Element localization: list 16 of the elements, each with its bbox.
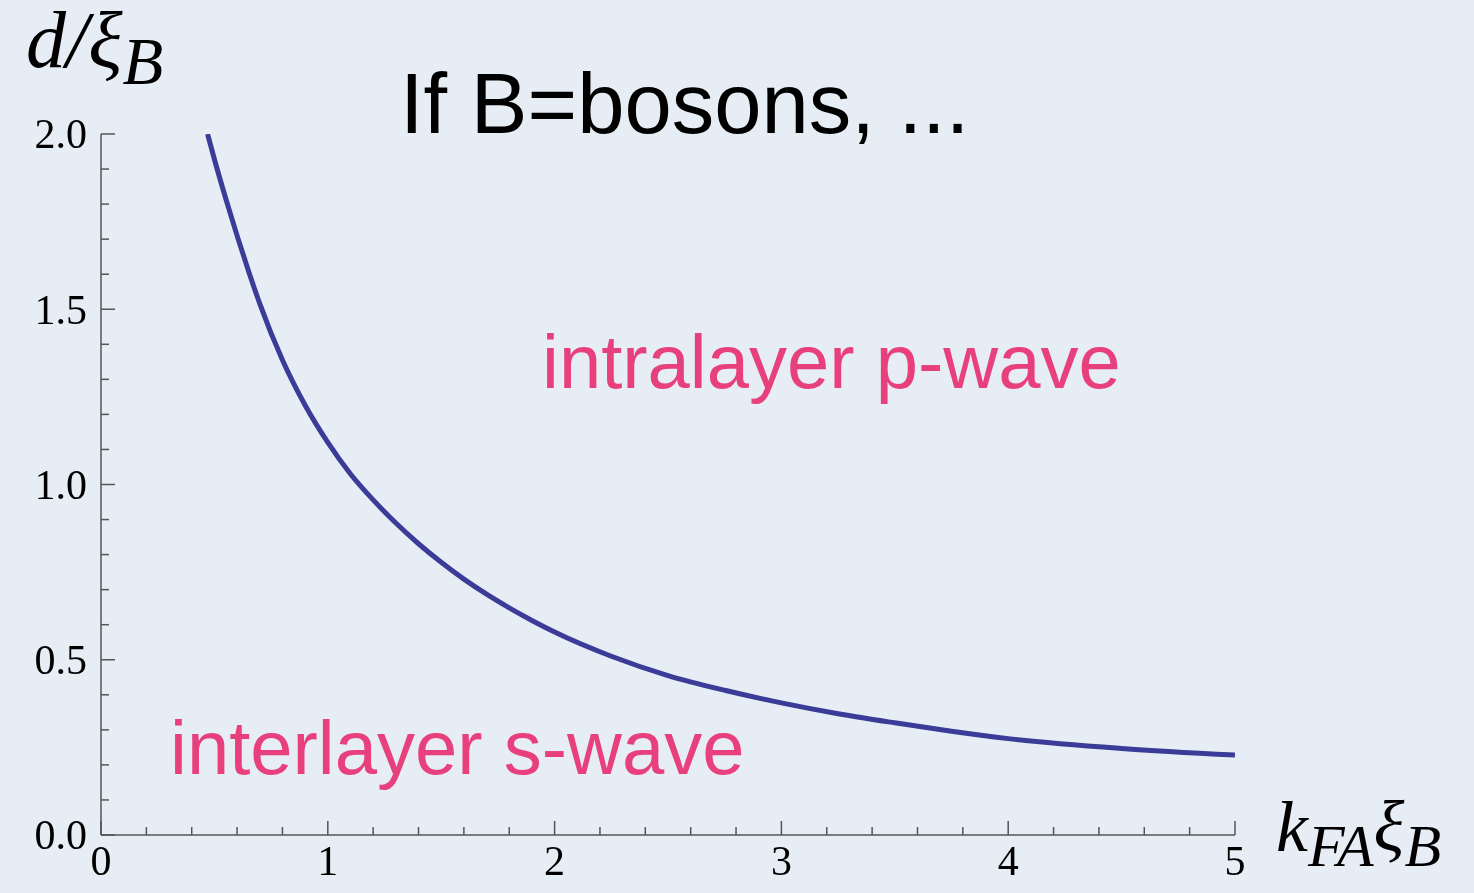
x-tick-label: 5 [1224, 837, 1246, 884]
annotation: interlayer s-wave [170, 705, 745, 790]
y-axis-title: d/ξ$_{B}$ [26, 0, 164, 98]
y-tick-label: 0.5 [34, 637, 87, 684]
x-tick-label: 4 [997, 837, 1019, 884]
chart-title: If B=bosons, ... [400, 56, 970, 151]
x-axis-title: k$_{FA}$ξ$_{B}$ [1276, 787, 1442, 880]
x-tick-label: 3 [770, 837, 792, 884]
x-tick-label: 1 [317, 837, 339, 884]
y-tick-label: 2.0 [34, 111, 87, 158]
x-tick-label: 0 [90, 837, 112, 884]
y-tick-label: 1.5 [34, 286, 87, 333]
y-tick-label: 1.0 [34, 461, 87, 508]
annotation: intralayer p-wave [542, 319, 1121, 404]
y-tick-label: 0.0 [34, 812, 87, 859]
x-tick-label: 2 [544, 837, 566, 884]
